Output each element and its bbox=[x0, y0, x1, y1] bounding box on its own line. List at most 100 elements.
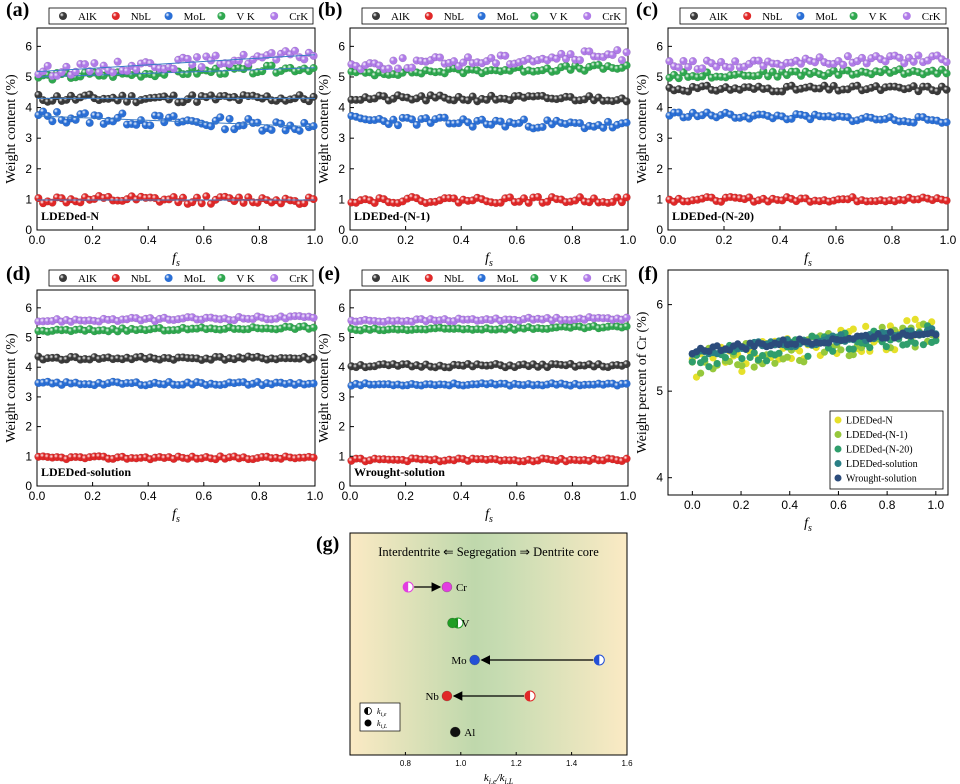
data-point-mol bbox=[440, 113, 449, 122]
data-point-vk bbox=[622, 61, 631, 70]
legend-marker bbox=[530, 12, 539, 20]
x-tick-label: 0.4 bbox=[772, 233, 789, 247]
data-point-ldeded-(n-20) bbox=[705, 363, 713, 371]
data-point-crk bbox=[815, 53, 824, 62]
panel-label: (e) bbox=[318, 263, 340, 285]
legend-marker bbox=[477, 12, 486, 20]
x-tick-label: 0.6 bbox=[195, 489, 212, 503]
plot-frame bbox=[667, 27, 949, 231]
legend-label: MoL bbox=[497, 11, 519, 23]
y-tick-label: 5 bbox=[25, 70, 32, 84]
data-point-alk bbox=[622, 359, 631, 369]
data-point-vk bbox=[622, 322, 631, 331]
legend-label: Wrought-solution bbox=[846, 474, 917, 485]
sample-annotation: LDEDed-(N-20) bbox=[672, 209, 754, 223]
data-point-ldeded-(n-20) bbox=[763, 357, 771, 365]
data-point-nbl bbox=[234, 193, 244, 202]
sample-annotation: LDEDed-N bbox=[41, 209, 99, 223]
data-point-ldeded-(n-20) bbox=[849, 345, 857, 353]
legend-label: NbL bbox=[131, 11, 151, 23]
y-tick-label: 0 bbox=[25, 223, 32, 237]
data-point-crk bbox=[731, 57, 740, 66]
y-tick-label: 5 bbox=[338, 331, 345, 345]
data-point-alk bbox=[942, 85, 951, 94]
data-point-wrought-solution bbox=[742, 345, 750, 353]
data-point-crk bbox=[449, 57, 459, 66]
legend-box bbox=[48, 269, 314, 287]
data-point-mol bbox=[169, 111, 178, 121]
x-tick-label: 0.8 bbox=[884, 233, 901, 247]
data-point-crk bbox=[108, 68, 118, 77]
data-point-crk bbox=[463, 53, 473, 62]
data-point-crk bbox=[796, 59, 806, 68]
sample-annotation: LDEDed-(N-1) bbox=[354, 209, 430, 223]
sample-annotation: Wrought-solution bbox=[354, 465, 445, 479]
data-point-ldeded-n bbox=[849, 325, 857, 333]
data-point-crk bbox=[942, 57, 951, 67]
data-point-nbl bbox=[524, 198, 533, 208]
x-tick-label: 0.8 bbox=[564, 233, 581, 247]
data-point-alk bbox=[421, 96, 431, 105]
legend-box bbox=[829, 410, 944, 490]
x-tick-label: 0.4 bbox=[140, 489, 157, 503]
data-point-crk bbox=[909, 57, 918, 66]
data-point-mol bbox=[622, 118, 631, 127]
panel-label: (c) bbox=[636, 0, 658, 21]
y-axis-label: Weight content (%) bbox=[317, 333, 332, 443]
data-point-mol bbox=[538, 122, 547, 132]
data-point-mol bbox=[118, 109, 127, 118]
fit-line bbox=[36, 67, 316, 78]
legend-label: LDEDed-N bbox=[846, 416, 893, 427]
k-e-marker-half bbox=[525, 691, 531, 701]
x-axis-label: ki,e/ki,L bbox=[484, 772, 514, 784]
data-point-crk bbox=[309, 313, 318, 322]
legend-label: V K bbox=[869, 11, 887, 23]
legend-marker bbox=[834, 416, 842, 424]
legend-marker bbox=[111, 274, 120, 282]
segregation-header: Interdentrite ⇐ Segregation ⇒ Dentrite c… bbox=[378, 545, 599, 559]
data-point-ldeded-n bbox=[738, 367, 746, 375]
data-point-crk bbox=[716, 57, 726, 67]
data-point-mol bbox=[146, 121, 155, 130]
x-tick-label: 0.0 bbox=[342, 233, 359, 247]
data-point-crk bbox=[113, 57, 122, 66]
data-point-crk bbox=[566, 49, 575, 59]
data-point-crk bbox=[239, 50, 248, 59]
data-point-crk bbox=[393, 64, 403, 73]
data-point-nbl bbox=[169, 192, 178, 202]
data-point-ldeded-(n-20) bbox=[721, 354, 730, 362]
data-point-mol bbox=[468, 122, 477, 131]
data-point-ldeded-(n-1) bbox=[849, 351, 857, 359]
x-axis-label: fs bbox=[485, 507, 493, 525]
panel-c: (c) 0.0 0.2 0.4 0.6 0.8 1.0 0 1 2 3 4 5 6 fs Weight con… bbox=[635, 0, 957, 269]
data-point-crk bbox=[688, 57, 698, 66]
data-point-crk bbox=[389, 56, 398, 65]
data-point-ldeded-(n-1) bbox=[800, 358, 808, 366]
panel-label: (g) bbox=[316, 533, 339, 555]
data-point-crk bbox=[211, 51, 220, 60]
y-tick-label: 2 bbox=[338, 420, 345, 434]
legend-marker bbox=[834, 460, 842, 467]
y-tick-label: 3 bbox=[338, 390, 345, 404]
data-point-crk bbox=[684, 62, 693, 72]
data-point-crk bbox=[197, 62, 206, 72]
data-point-ldeded-solution bbox=[837, 331, 845, 339]
k-l-marker bbox=[441, 690, 453, 702]
legend-label: ki,e bbox=[377, 707, 387, 718]
legend-marker bbox=[583, 274, 592, 282]
data-point-mol bbox=[155, 111, 164, 121]
x-tick-label: 1.2 bbox=[511, 759, 523, 768]
data-point-alk bbox=[309, 353, 318, 362]
legend-label: CrK bbox=[602, 11, 621, 23]
fit-line bbox=[36, 54, 316, 73]
y-tick-label: 0 bbox=[25, 479, 32, 493]
data-point-crk bbox=[267, 48, 276, 58]
data-point-crk bbox=[622, 313, 631, 322]
data-point-vk bbox=[220, 69, 230, 78]
data-point-crk bbox=[290, 46, 300, 55]
y-tick-label: 6 bbox=[656, 298, 663, 312]
y-tick-label: 3 bbox=[25, 131, 32, 145]
data-point-crk bbox=[491, 59, 501, 68]
x-tick-label: 0.4 bbox=[781, 498, 798, 512]
data-point-ldeded-(n-1) bbox=[697, 369, 705, 377]
